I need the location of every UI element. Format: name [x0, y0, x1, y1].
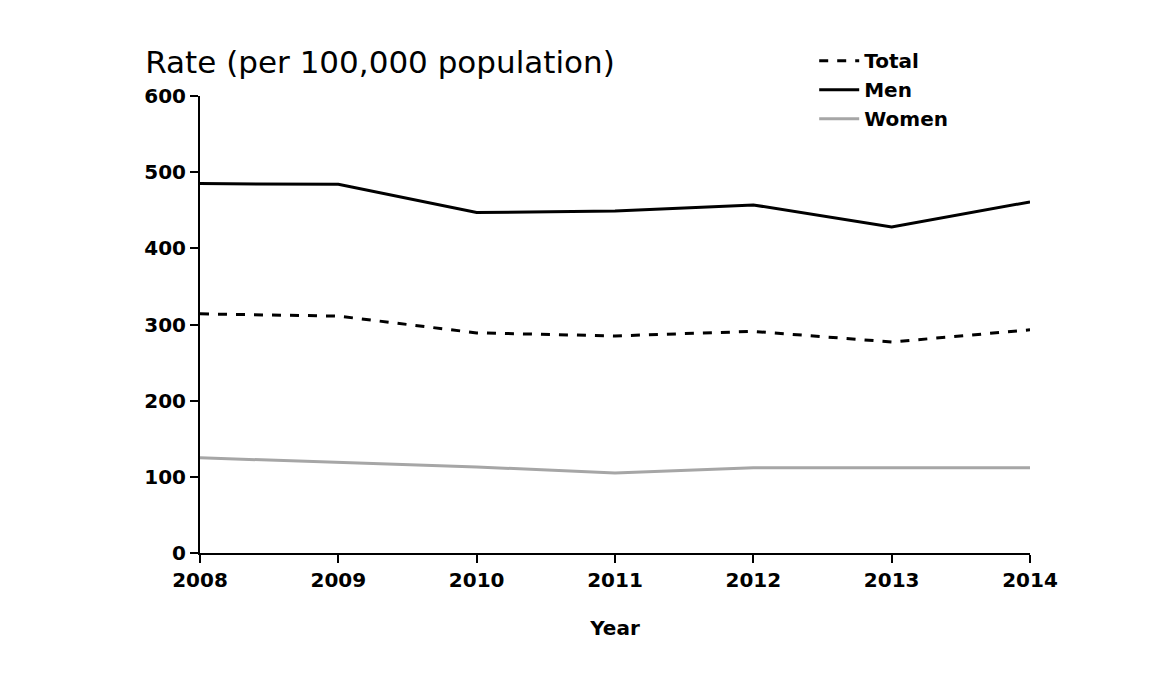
svg-text:300: 300: [144, 313, 186, 337]
svg-text:Total: Total: [864, 49, 919, 73]
svg-text:2009: 2009: [310, 568, 366, 592]
svg-text:Year: Year: [589, 616, 640, 640]
svg-text:Men: Men: [864, 78, 912, 102]
svg-text:2014: 2014: [1002, 568, 1058, 592]
svg-text:2011: 2011: [587, 568, 643, 592]
svg-text:500: 500: [144, 160, 186, 184]
svg-text:2008: 2008: [172, 568, 228, 592]
svg-text:0: 0: [172, 541, 186, 565]
svg-text:2010: 2010: [449, 568, 505, 592]
svg-text:600: 600: [144, 84, 186, 108]
svg-text:2012: 2012: [725, 568, 781, 592]
svg-text:100: 100: [144, 465, 186, 489]
svg-text:Women: Women: [864, 107, 948, 131]
svg-text:200: 200: [144, 389, 186, 413]
svg-text:2013: 2013: [864, 568, 920, 592]
svg-text:400: 400: [144, 236, 186, 260]
svg-text:Rate (per 100,000 population): Rate (per 100,000 population): [145, 44, 614, 80]
